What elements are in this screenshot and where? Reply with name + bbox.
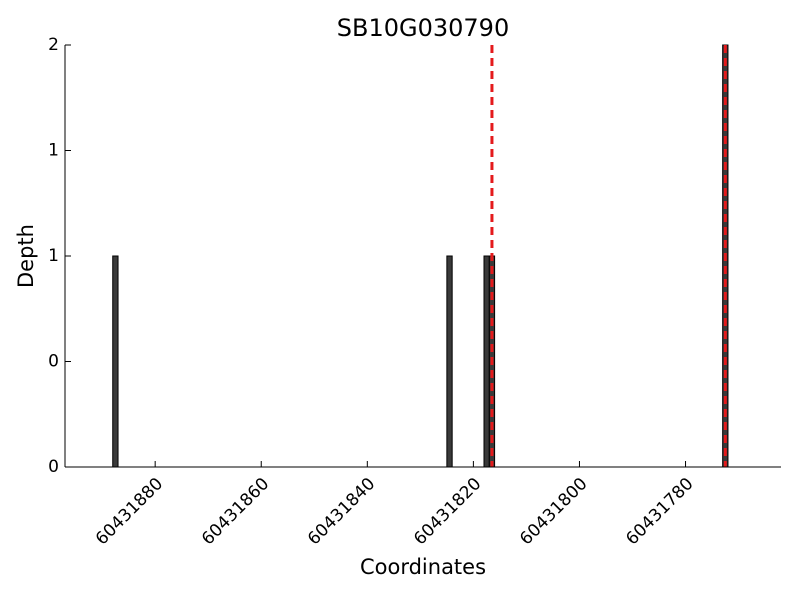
x-tick-label: 60431860 <box>198 474 273 549</box>
bar <box>483 255 490 468</box>
y-tick-label: 0 <box>48 352 59 372</box>
bar <box>446 255 453 468</box>
bar <box>112 255 119 468</box>
x-axis-label: Coordinates <box>360 555 486 579</box>
x-tick-label: 60431820 <box>410 474 485 549</box>
x-tick-label: 60431880 <box>92 474 167 549</box>
y-tick-label: 1 <box>48 141 59 161</box>
y-tick-label: 0 <box>48 457 59 477</box>
y-tick-label: 1 <box>48 246 59 266</box>
chart-title: SB10G030790 <box>337 14 509 42</box>
y-axis-label: Depth <box>14 224 38 288</box>
x-tick-label: 60431840 <box>304 474 379 549</box>
x-tick-label: 60431800 <box>516 474 591 549</box>
x-tick-label: 60431780 <box>622 474 697 549</box>
y-tick-label: 2 <box>48 35 59 55</box>
